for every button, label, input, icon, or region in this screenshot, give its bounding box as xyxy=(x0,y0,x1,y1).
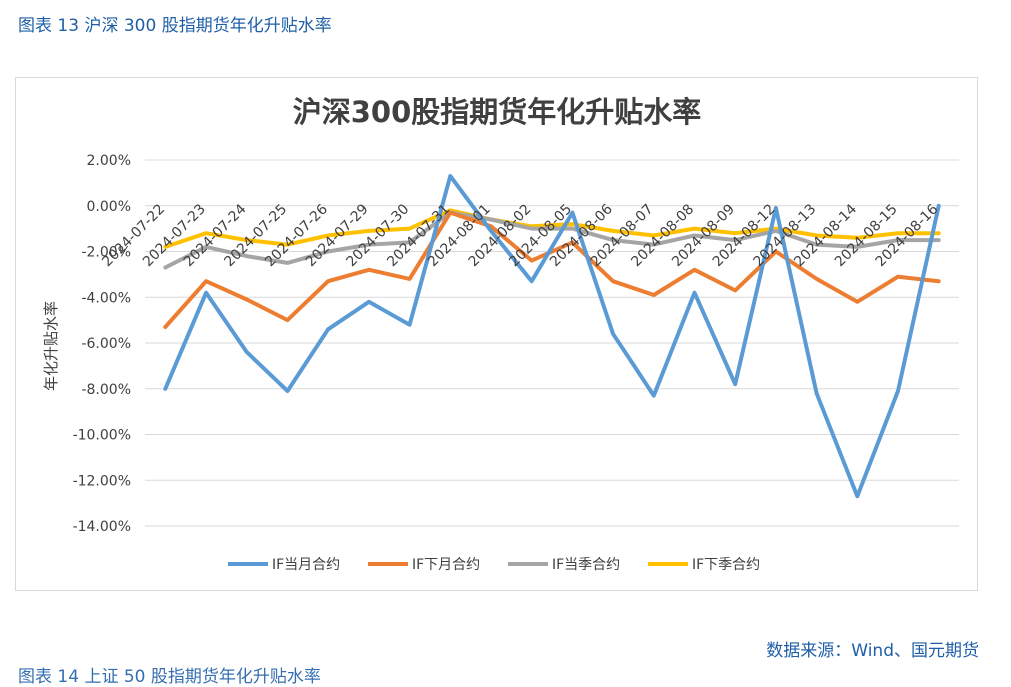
legend-label: IF当月合约 xyxy=(272,557,340,573)
y-tick-label: -10.00% xyxy=(73,428,131,444)
series-line-1 xyxy=(163,174,941,499)
series-lines xyxy=(163,174,941,499)
legend-label: IF下月合约 xyxy=(412,557,480,573)
line-chart: 沪深300股指期货年化升贴水率 年化升贴水率 2.00% 0.00% -2.00% -… xyxy=(42,95,959,573)
legend-label: IF当季合约 xyxy=(552,557,620,573)
next-figure-caption: 图表 14 上证 50 股指期货年化升贴水率 xyxy=(18,667,321,687)
y-tick-label: -2.00% xyxy=(81,245,131,261)
y-tick-label: -6.00% xyxy=(81,336,131,352)
y-tick-label: 0.00% xyxy=(87,199,131,215)
series-line-3 xyxy=(163,210,941,270)
chart-title: 沪深300股指期货年化升贴水率 xyxy=(293,95,702,129)
legend: IF当月合约 IF下月合约 IF当季合约 IF下季合约 xyxy=(228,557,760,573)
legend-label: IF下季合约 xyxy=(692,557,760,573)
y-axis-label: 年化升贴水率 xyxy=(42,301,60,391)
chart-container: 沪深300股指期货年化升贴水率 年化升贴水率 2.00% 0.00% -2.00% -… xyxy=(15,77,978,591)
gridlines xyxy=(145,159,959,527)
y-tick-label: -12.00% xyxy=(73,473,131,489)
source-note: 数据来源：Wind、国元期货 xyxy=(766,641,979,661)
y-tick-label: -4.00% xyxy=(81,290,131,306)
series-line-2 xyxy=(163,210,941,329)
y-tick-labels: 2.00% 0.00% -2.00% -4.00% -6.00% -8.00% -10.00… xyxy=(73,153,131,535)
figure-caption: 图表 13 沪深 300 股指期货年化升贴水率 xyxy=(18,16,332,36)
x-tick-labels: 2024-07-222024-07-232024-07-242024-07-25… xyxy=(99,201,941,270)
y-tick-label: -8.00% xyxy=(81,382,131,398)
series-line-4 xyxy=(163,208,941,249)
y-tick-label: -14.00% xyxy=(73,519,131,535)
y-tick-label: 2.00% xyxy=(87,153,131,169)
